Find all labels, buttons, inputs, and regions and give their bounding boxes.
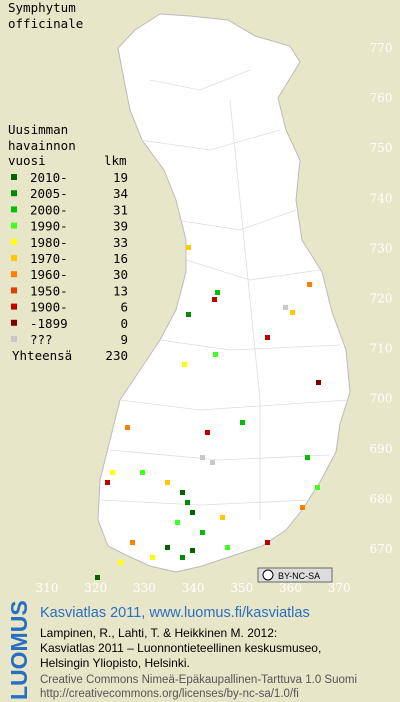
northing-label: 760	[370, 91, 393, 105]
grid-labels: 310 320 330 340 350 360 3707707607507407307207…	[36, 41, 393, 595]
northing-label: 750	[370, 141, 393, 155]
species-title: Symphytum	[8, 0, 76, 15]
northing-label: 710	[370, 342, 393, 356]
easting-label: 330	[133, 581, 156, 595]
headline: Kasviatlas 2011, www.luomus.fi/kasviatla…	[40, 605, 310, 621]
legend-swatch	[11, 303, 17, 310]
easting-label: 340	[182, 581, 205, 595]
badge-text: BY-NC-SA	[278, 571, 320, 581]
legend-count: 16	[113, 251, 128, 266]
legend-label: 2000-	[30, 202, 68, 217]
legend-count: 34	[113, 186, 128, 201]
cc-icon	[262, 569, 274, 581]
legend-heading: havainnon	[8, 138, 76, 153]
logo: LUOMUS	[6, 600, 32, 700]
legend: 2010- 19 2005- 34 2000- 31 1990- 39 1980- 33 1970-…	[11, 170, 128, 363]
legend-total-label: Yhteensä	[12, 348, 72, 363]
legend-swatch	[11, 271, 17, 278]
license-badge: BY-NC-SA	[257, 567, 333, 583]
region-borders	[99, 69, 349, 520]
legend-label: 1970-	[30, 251, 68, 266]
legend-swatch	[11, 174, 17, 180]
easting-label: 370	[328, 581, 351, 595]
legend-count: 30	[113, 267, 128, 282]
northing-label: 670	[370, 542, 393, 556]
northing-label: 740	[370, 191, 393, 205]
legend-count: 19	[113, 170, 128, 185]
legend-count: 6	[120, 300, 128, 315]
badge-box	[257, 567, 333, 583]
citation: Kasviatlas 2011 – Luonnontieteellinen ke…	[40, 641, 321, 655]
legend-count: 39	[113, 219, 128, 234]
northing-label: 680	[370, 492, 393, 506]
license-text: http://creativecommons.org/licenses/by-n…	[40, 688, 299, 700]
legend-heading: vuosi	[8, 153, 46, 168]
legend-count: 33	[113, 235, 128, 250]
legend-swatch	[11, 238, 17, 245]
easting-label: 360	[279, 581, 302, 595]
legend-count: 13	[113, 283, 128, 298]
legend-label: 2005-	[30, 186, 68, 201]
legend-swatch	[11, 336, 17, 342]
legend-label: 2010-	[30, 170, 68, 185]
easting-label: 310	[36, 581, 59, 595]
citation: Helsingin Yliopisto, Helsinki.	[40, 656, 190, 670]
northing-label: 700	[370, 392, 393, 406]
legend-total-count: 230	[105, 348, 128, 363]
citation: Lampinen, R., Lahti, T. & Heikkinen M. 2…	[40, 626, 277, 640]
legend-swatch	[11, 190, 17, 197]
northing-label: 770	[370, 41, 393, 55]
legend-label: 1990-	[30, 219, 68, 234]
legend-swatch	[11, 222, 17, 229]
easting-label: 350	[230, 581, 253, 595]
easting-label: 320	[84, 581, 107, 595]
legend-label: -1899	[30, 316, 68, 331]
northing-label: 720	[370, 292, 393, 306]
northing-label: 690	[370, 442, 393, 456]
northing-label: 730	[370, 241, 393, 255]
legend-count-heading: lkm	[104, 153, 127, 168]
legend-swatch	[11, 255, 17, 261]
legend-label: 1960-	[30, 267, 68, 282]
legend-swatch	[11, 206, 17, 213]
legend-label: 1980-	[30, 235, 68, 250]
species-title: officinale	[8, 16, 83, 31]
legend-swatch	[11, 287, 17, 294]
legend-label: 1950-	[30, 283, 68, 298]
legend-count: 0	[120, 316, 128, 331]
legend-label: 1900-	[30, 300, 68, 315]
observation-squares	[95, 245, 321, 580]
license-text: Creative Commons Nimeä-Epäkaupallinen-Ta…	[40, 674, 357, 686]
legend-count: 31	[113, 202, 128, 217]
legend-swatch	[11, 319, 17, 326]
legend-count: 9	[120, 332, 128, 347]
legend-heading: Uusimman	[8, 122, 68, 137]
finland-outline	[97, 13, 351, 573]
legend-label: ???	[30, 332, 53, 347]
